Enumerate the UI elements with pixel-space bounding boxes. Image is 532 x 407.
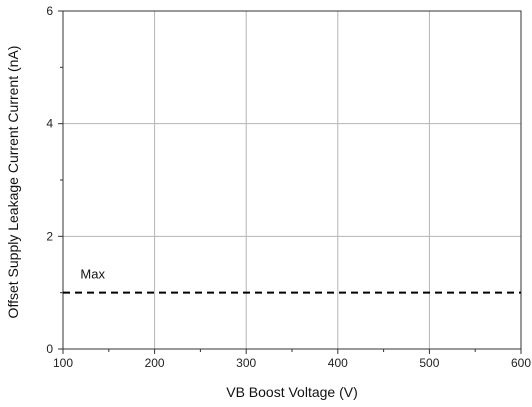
y-tick-label: 4 [46,117,53,131]
y-tick-label: 2 [46,229,53,243]
x-tick-label: 100 [53,356,73,370]
x-tick-label: 300 [236,356,256,370]
y-axis-title: Offset Supply Leakage Current Current (n… [5,46,21,319]
annotation-label: Max [80,267,105,282]
x-tick-label: 600 [511,356,531,370]
y-tick-label: 0 [46,342,53,356]
grid-lines [63,11,521,349]
axis-ticks [58,10,522,354]
x-tick-label: 200 [145,356,165,370]
x-axis-title: VB Boost Voltage (V) [226,384,358,400]
x-tick-label: 500 [419,356,439,370]
tick-labels: 100 200 300 400 500 600 0 2 4 6 [46,4,531,370]
annotations: Max [80,267,105,282]
plot-frame [62,10,522,350]
y-tick-label: 6 [46,4,53,18]
x-tick-label: 400 [328,356,348,370]
